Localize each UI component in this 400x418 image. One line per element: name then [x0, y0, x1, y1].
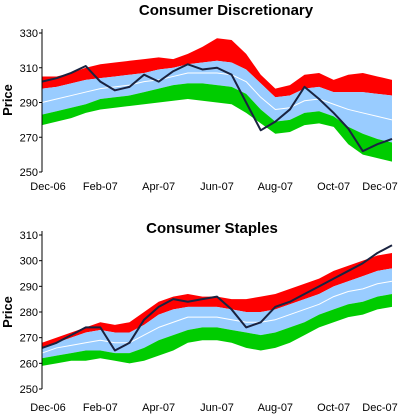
x-tick-label: Aug-07	[258, 402, 293, 414]
upper-band-red	[42, 252, 392, 348]
y-tick-label: 330	[20, 28, 38, 40]
middle-band-blue	[42, 60, 392, 143]
y-tick-label: 310	[20, 63, 38, 75]
upper-band-red	[42, 38, 392, 98]
x-tick-label: Dec-06	[30, 181, 65, 193]
x-tick-label: Jun-07	[200, 402, 234, 414]
x-tick-label: Apr-07	[142, 181, 175, 193]
y-tick-label: 250	[20, 167, 38, 179]
y-tick-label: 300	[20, 256, 38, 268]
x-tick-label: Aug-07	[258, 181, 293, 193]
price-line	[41, 244, 393, 352]
lower-band-green	[42, 294, 392, 366]
x-tick-label: Dec-07	[362, 181, 397, 193]
y-axis-label: Price	[0, 84, 15, 116]
x-tick-label: Jun-07	[200, 181, 234, 193]
middle-band-blue	[42, 268, 392, 359]
y-tick-label: 270	[20, 333, 38, 345]
x-tick-label: Dec-07	[362, 402, 397, 414]
y-tick-label: 270	[20, 132, 38, 144]
chart-consumer-discretionary: Consumer Discretionary Price 250 270 290 31…	[0, 2, 398, 193]
x-tick-label: Oct-07	[317, 181, 350, 193]
x-tick-label: Feb-07	[83, 402, 118, 414]
x-tick-label: Apr-07	[142, 402, 175, 414]
chart-consumer-staples: Consumer Staples Price 250 260 270 280 290 30…	[0, 220, 398, 414]
y-tick-label: 290	[20, 98, 38, 110]
x-tick-label: Oct-07	[317, 402, 350, 414]
lower-band-green	[42, 83, 392, 162]
y-tick-label: 290	[20, 281, 38, 293]
mean-line	[41, 280, 393, 354]
price-line	[41, 63, 393, 153]
x-tick-label: Dec-06	[30, 402, 65, 414]
y-tick-label: 310	[20, 230, 38, 242]
chart-title: Consumer Discretionary	[139, 2, 314, 19]
y-tick-label: 280	[20, 307, 38, 319]
mean-line	[41, 72, 393, 121]
x-tick-label: Feb-07	[83, 181, 118, 193]
y-axis-label: Price	[0, 296, 15, 328]
chart-title: Consumer Staples	[146, 220, 278, 237]
y-tick-label: 250	[20, 384, 38, 396]
y-tick-label: 260	[20, 358, 38, 370]
